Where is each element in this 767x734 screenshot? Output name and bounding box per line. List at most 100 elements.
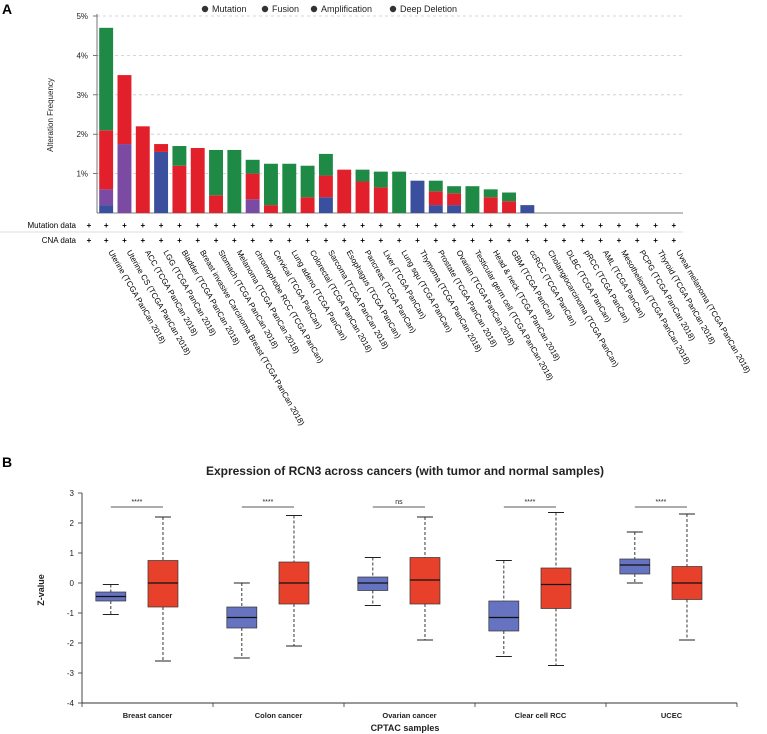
y-tick-label: 5% [76, 12, 88, 21]
bar-segment-mutation [447, 205, 462, 213]
bar-segment-mutation [154, 151, 169, 213]
bar-segment-deep-deletion [264, 163, 278, 206]
legend-label: Deep Deletion [400, 4, 457, 14]
bar-segment-deep-deletion [318, 153, 333, 176]
row-plus-marker: + [122, 221, 127, 230]
row-plus-marker: + [177, 236, 182, 245]
bar-segment-amplification [447, 193, 462, 206]
row-plus-marker: + [379, 221, 384, 230]
row-plus-marker: + [525, 236, 530, 245]
bar-segment-amplification [190, 147, 205, 213]
row-plus-marker: + [177, 221, 182, 230]
bar-segment-fusion [117, 144, 132, 213]
row-plus-marker: + [360, 221, 365, 230]
significance-label: **** [655, 499, 666, 506]
bar-segment-mutation [318, 197, 333, 213]
bar-segment-amplification [264, 205, 278, 213]
row-plus-marker: + [250, 236, 255, 245]
bar-segment-amplification [428, 191, 443, 206]
legend-label: Mutation [212, 4, 247, 14]
row-label: Mutation data [28, 221, 77, 230]
panel-b-y-axis-title: Z-value [36, 574, 46, 606]
significance-label: **** [524, 499, 535, 506]
panel-a-gridlines [97, 15, 683, 175]
row-plus-marker: + [507, 221, 512, 230]
row-plus-marker: + [269, 236, 274, 245]
legend-marker-amplification [310, 5, 318, 13]
panel-b-x-axis-title: CPTAC samples [371, 723, 440, 733]
row-plus-marker: + [87, 236, 92, 245]
bar-segment-deep-deletion [502, 192, 516, 202]
bar-segment-amplification [318, 175, 333, 198]
bar-segment-deep-deletion [172, 146, 187, 166]
bar-segment-amplification [502, 201, 516, 213]
row-plus-marker: + [287, 236, 292, 245]
row-plus-marker: + [470, 221, 475, 230]
row-plus-marker: + [672, 221, 677, 230]
row-plus-marker: + [470, 236, 475, 245]
y-tick-label: 4% [76, 51, 88, 60]
bar-segment-deep-deletion [282, 163, 297, 213]
bar-segment-amplification [483, 197, 498, 213]
legend-marker-mutation [201, 5, 209, 13]
row-plus-marker: + [598, 236, 603, 245]
y-tick-label: -1 [67, 609, 75, 618]
bar-segment-deep-deletion [99, 27, 114, 131]
bar-segment-deep-deletion [392, 171, 407, 213]
row-plus-marker: + [580, 221, 585, 230]
bar-segment-deep-deletion [355, 169, 370, 182]
row-plus-marker: + [195, 236, 200, 245]
row-plus-marker: + [159, 236, 164, 245]
row-plus-marker: + [488, 236, 493, 245]
row-plus-marker: + [159, 221, 164, 230]
bar-segment-mutation [428, 205, 443, 213]
category-label: UCEC [661, 711, 683, 720]
legend-marker-fusion [261, 5, 269, 13]
row-plus-marker: + [635, 236, 640, 245]
row-plus-marker: + [562, 221, 567, 230]
bar-segment-amplification [337, 169, 352, 213]
bar-segment-mutation [99, 205, 114, 213]
row-plus-marker: + [122, 236, 127, 245]
row-plus-marker: + [269, 221, 274, 230]
row-plus-marker: + [104, 221, 109, 230]
row-plus-marker: + [617, 221, 622, 230]
row-plus-marker: + [672, 236, 677, 245]
row-plus-marker: + [287, 221, 292, 230]
normal-box [357, 576, 389, 591]
category-label: Clear cell RCC [515, 711, 567, 720]
row-plus-marker: + [104, 236, 109, 245]
row-plus-marker: + [195, 221, 200, 230]
bar-segment-amplification [154, 144, 169, 152]
row-plus-marker: + [232, 221, 237, 230]
bar-segment-deep-deletion [447, 186, 462, 194]
y-tick-label: 3% [76, 91, 88, 100]
category-label: Colon cancer [255, 711, 303, 720]
bar-segment-amplification [209, 195, 223, 213]
bar-segment-fusion [245, 199, 260, 213]
normal-box [488, 600, 520, 632]
row-plus-marker: + [433, 221, 438, 230]
row-plus-marker: + [617, 236, 622, 245]
row-plus-marker: + [543, 221, 548, 230]
bar-segment-deep-deletion [245, 159, 260, 174]
tumor-box [409, 557, 441, 605]
panel-a-data-rows: Mutation data + + + + + + + + + + + + + + + + + + + + + + + + + + +… [0, 221, 683, 245]
panel-b-boxes: **** **** ns **** **** [95, 499, 703, 666]
row-plus-marker: + [342, 221, 347, 230]
bar-segment-mutation [410, 180, 425, 213]
panel-a-y-axis-title: Alteration Frequency [46, 78, 55, 152]
bar-segment-amplification [117, 75, 132, 145]
tumor-box [147, 560, 179, 608]
row-plus-marker: + [324, 221, 329, 230]
y-tick-label: -3 [67, 669, 75, 678]
row-plus-marker: + [653, 236, 658, 245]
bar-segment-deep-deletion [465, 186, 480, 213]
bar-segment-amplification [300, 197, 315, 213]
row-plus-marker: + [214, 236, 219, 245]
row-plus-marker: + [415, 236, 420, 245]
y-tick-label: -4 [67, 699, 75, 708]
row-plus-marker: + [580, 236, 585, 245]
row-plus-marker: + [140, 236, 145, 245]
